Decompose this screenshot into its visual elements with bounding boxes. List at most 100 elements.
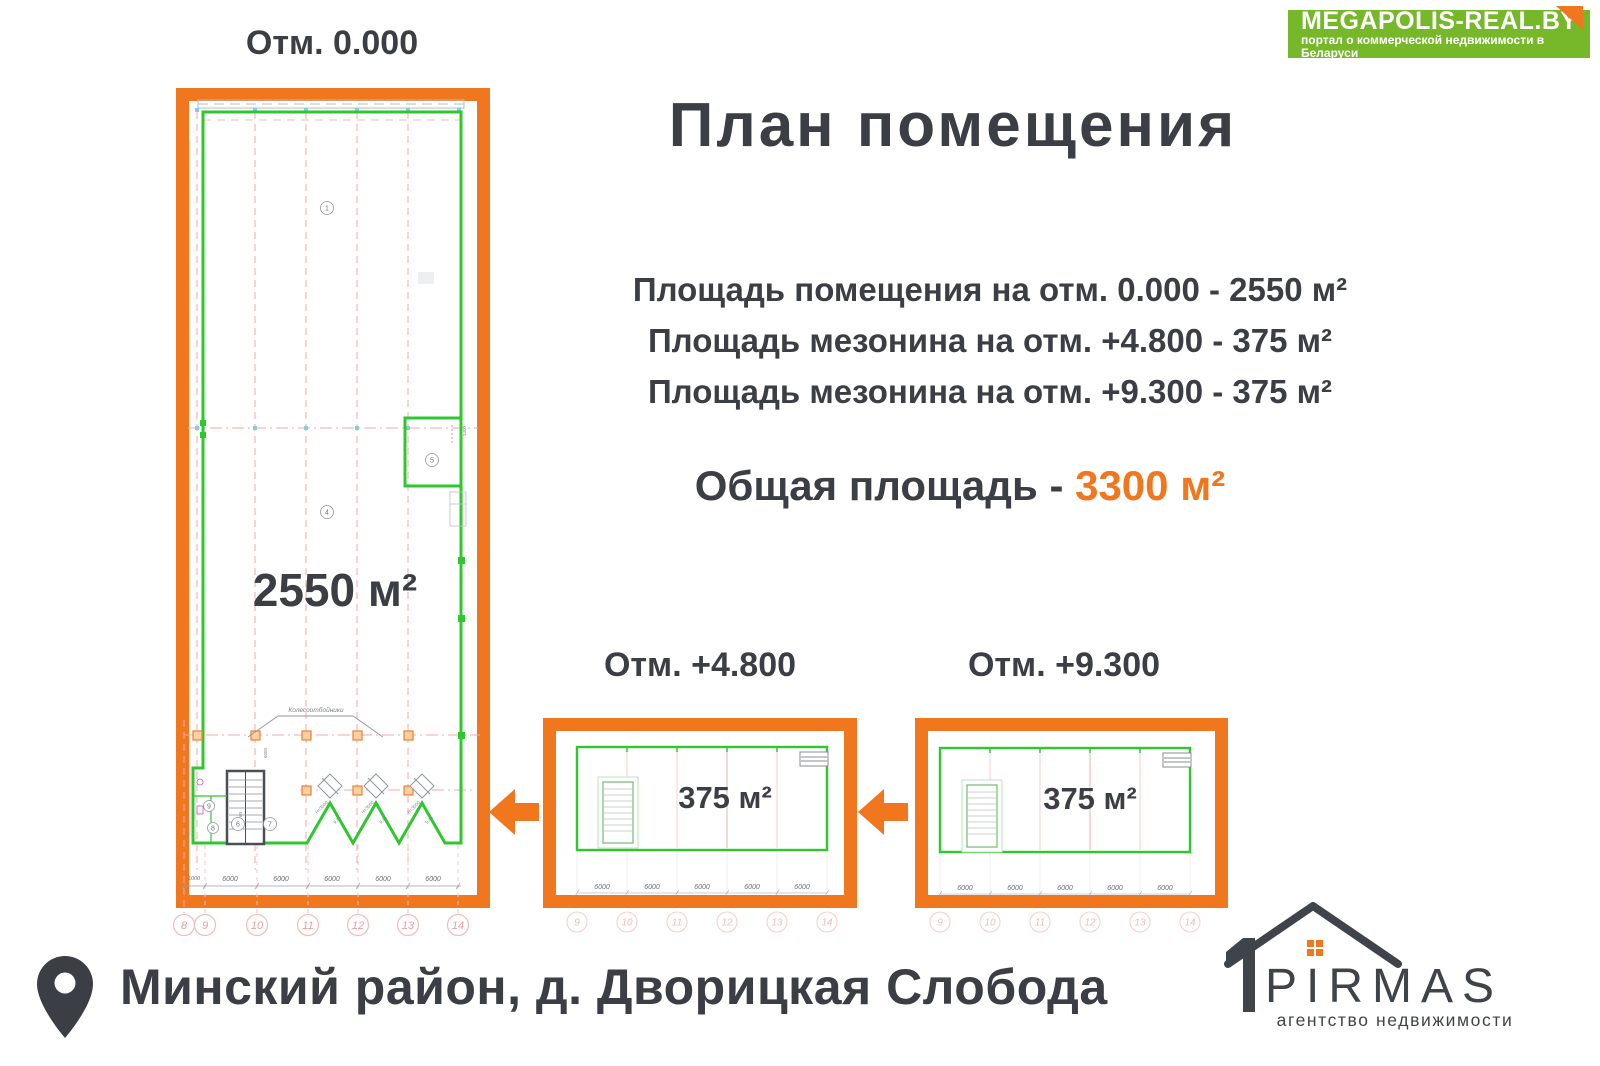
arrow-mezz1-to-main-icon [489,789,539,835]
mezz1-grid-bubbles: 9 10 11 12 13 14 [566,911,838,933]
total-area-value: 3300 м² [1075,462,1226,509]
mezz2-grid-bubbles: 9 10 11 12 13 14 [929,911,1201,933]
portal-banner: MEGAPOLIS-REAL.BY портал о коммерческой … [1288,7,1590,60]
svg-text:12: 12 [352,920,364,932]
total-area-label: Общая площадь - [694,462,1076,509]
svg-text:6000: 6000 [644,884,660,891]
svg-text:6000: 6000 [1057,885,1073,892]
location-text: Минский район, д. Дворицкая Слобода [120,959,1108,1015]
mezz1-dimension-row: 6000 6000 6000 6000 6000 [574,884,830,897]
portal-banner-title: MEGAPOLIS-REAL.BY [1301,7,1578,35]
mezz2-dimension-row: 6000 6000 6000 6000 6000 [937,885,1193,898]
mezz2-grille [1162,752,1192,768]
main-plan-area-label: 2550 м² [253,564,417,616]
svg-text:11: 11 [1035,918,1045,929]
svg-text:8: 8 [211,826,215,833]
svg-text:9: 9 [207,804,211,811]
svg-text:14: 14 [821,918,833,929]
svg-text:6000: 6000 [222,876,238,883]
svg-text:6000: 6000 [1107,885,1123,892]
house-roof-icon [1224,902,1402,1012]
arrow-mezz2-to-mezz1-icon [858,789,908,835]
dimension-row: 1000 6000 6000 6000 6000 6000 [181,876,461,890]
svg-text:9,45: 9,45 [424,815,434,825]
mezzanine-plan-4800: 375 м² 6000 6000 6000 6000 6000 9 10 11 … [543,718,857,933]
svg-text:9,45: 9,45 [378,815,388,825]
svg-text:14: 14 [1184,918,1196,929]
mezz2-ticks [989,748,1141,753]
stairwell: 7760 [225,769,266,846]
svg-text:6000: 6000 [1157,885,1173,892]
mezz2-area-label: 375 м² [1043,781,1137,816]
main-floor-plan: Колесоотбойники Н=3000 Н=3000 Н=3000 9,4… [172,88,490,937]
mezz1-area-label: 375 м² [678,780,772,815]
mezz1-grille [799,751,829,767]
svg-text:6000: 6000 [744,884,760,891]
elevation-label-main: Отм. 0.000 [245,24,419,62]
portal-banner-subtitle: портал о коммерческой недвижимости в Бел… [1301,33,1545,60]
svg-text:6: 6 [236,822,240,829]
svg-text:4: 4 [325,510,329,517]
svg-text:11: 11 [672,918,682,929]
location-pin-icon [37,956,93,1038]
svg-text:13: 13 [1134,918,1146,929]
area-line-4800: Площадь мезонина на отм. +4.800 - 375 м² [647,322,1333,359]
total-area-line: Общая площадь - 3300 м² [600,462,1320,510]
mezz2-stairwell [961,779,1003,853]
dock-leveler-icons [317,773,435,799]
svg-text:11: 11 [302,920,313,932]
warehouse-outline [191,110,463,847]
wheel-guard-label: Колесоотбойники [288,706,344,714]
svg-text:10: 10 [984,918,996,929]
svg-text:6000: 6000 [375,876,391,883]
mezz2-outline [938,746,1192,854]
wall-stubs [200,420,465,739]
svg-text:3400: 3400 [462,425,467,436]
svg-text:9,45: 9,45 [332,815,342,825]
area-summary: Площадь помещения на отм. 0.000 - 2550 м… [560,272,1420,410]
main-plan-top-band [197,99,465,109]
svg-text:6000: 6000 [957,885,973,892]
stair-dim: 7760 [238,811,243,822]
svg-text:6000: 6000 [794,884,810,891]
room-numbers: 1 4 5 6 7 8 9 [203,201,439,834]
svg-text:12: 12 [721,918,733,929]
svg-text:7: 7 [268,822,272,829]
svg-text:9: 9 [574,918,580,929]
elevation-label-mezz2: Отм. +9.300 [967,646,1161,684]
wheel-guard-line [247,715,384,738]
page-title: План помещения [668,91,1238,160]
svg-text:6000: 6000 [324,876,340,883]
svg-text:6000: 6000 [425,876,441,883]
mezz1-outline [575,745,829,852]
mezz1-stairwell [597,776,639,849]
svg-text:13: 13 [771,918,783,929]
area-line-9300: Площадь мезонина на отм. +9.300 - 375 м² [647,373,1333,410]
svg-text:12: 12 [1084,918,1096,929]
svg-text:9: 9 [202,920,208,932]
agency-name: PIRMAS [1265,960,1503,1013]
svg-text:10: 10 [621,918,633,929]
column-markers [192,730,414,796]
agency-logo: PIRMAS агентство недвижимости [1224,902,1514,1030]
svg-text:6000: 6000 [273,876,289,883]
svg-text:9: 9 [937,918,943,929]
elevation-label-mezz1: Отм. +4.800 [603,646,797,684]
banner-fold-icon [1556,6,1583,30]
grid-bubbles: 8 9 10 11 12 13 14 [172,913,470,937]
svg-text:6050: 6050 [263,747,268,758]
svg-text:14: 14 [452,920,464,932]
svg-text:1000: 1000 [188,876,201,882]
room-5-outline [403,416,463,488]
svg-text:6000: 6000 [694,884,710,891]
window-icon [1307,940,1323,956]
mezzanine-plan-9300: 375 м² 6000 6000 6000 6000 6000 9 10 11 … [915,718,1228,933]
svg-text:6000: 6000 [594,884,610,891]
svg-text:13: 13 [402,920,415,932]
svg-text:10: 10 [251,920,264,932]
agency-tagline: агентство недвижимости [1277,1010,1514,1030]
svg-text:8: 8 [181,920,188,932]
misc-detail: 3400 6050 [263,272,467,758]
svg-text:6000: 6000 [1007,885,1023,892]
svg-text:5: 5 [430,458,434,465]
